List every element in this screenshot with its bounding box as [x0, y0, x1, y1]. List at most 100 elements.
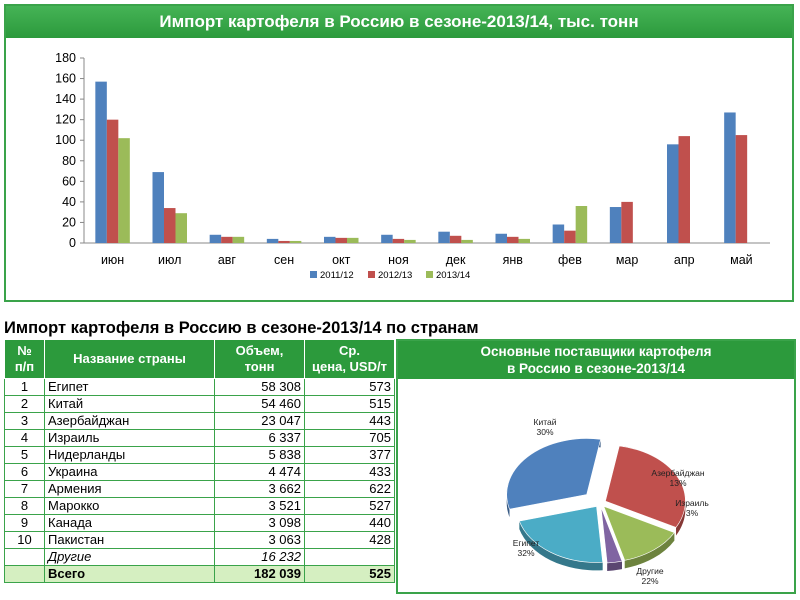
pie-label-pct: 13% — [669, 478, 686, 488]
pie-label-name: Азербайджан — [651, 468, 704, 478]
legend-swatch — [426, 271, 433, 278]
bar-2011/12-янв — [495, 233, 507, 243]
volume-cell: 6 337 — [214, 429, 305, 447]
row-number — [4, 548, 45, 566]
row-number: 8 — [4, 497, 45, 515]
price-cell — [304, 548, 395, 566]
bar-chart: 0 20 40 60 80 100 120 140 160 180 июн июл авг сен окт н… — [55, 51, 770, 281]
bar-2011/12-фев — [552, 224, 565, 243]
table-row: 1 Египет 58 308 573 — [4, 378, 395, 396]
col-header-volume: Объем, тонн — [214, 339, 305, 379]
table-row: 6 Украина 4 474 433 — [4, 463, 395, 481]
row-number: 3 — [4, 412, 45, 430]
legend-swatch — [368, 271, 375, 278]
table-row: 8 Марокко 3 521 527 — [4, 497, 395, 515]
bar-2013/14-янв — [518, 238, 530, 243]
price-cell: 433 — [304, 463, 395, 481]
pie-slice-side — [519, 521, 603, 571]
pie-label-name: Другие — [636, 566, 663, 576]
bar-2011/12-дек — [438, 231, 450, 243]
import-chart-panel: Импорт картофеля в Россию в сезоне-2013/… — [4, 4, 794, 302]
bar-2011/12-авг — [209, 234, 222, 243]
x-tick-label: фев — [558, 253, 582, 267]
pie-slice-Другие — [518, 506, 604, 563]
country-name: Украина — [44, 463, 215, 481]
table-row: 7 Армения 3 662 622 — [4, 480, 395, 498]
bar-2011/12-сен — [266, 238, 279, 243]
bar-2012/13-сен — [278, 240, 290, 243]
bar-2013/14-июн — [118, 138, 130, 243]
row-number: 1 — [4, 378, 45, 396]
bar-2012/13-май — [735, 135, 748, 243]
legend-label: 2013/14 — [436, 270, 470, 281]
bar-2011/12-ноя — [381, 234, 393, 243]
supplier-table: № п/п Название страны Объем, тонн Ср. цена,… — [4, 339, 395, 583]
volume-cell: 4 474 — [214, 463, 305, 481]
bar-2013/14-сен — [289, 240, 302, 243]
col-header-country: Название страны — [44, 339, 215, 379]
row-number: 5 — [4, 446, 45, 464]
x-tick-label: окт — [332, 253, 351, 267]
bar-2012/13-фев — [564, 230, 576, 243]
pie-label-name: Израиль — [675, 498, 709, 508]
price-cell: 515 — [304, 395, 395, 413]
volume-cell: 3 662 — [214, 480, 305, 498]
row-number: 2 — [4, 395, 45, 413]
bar-2013/14-ноя — [404, 239, 416, 243]
pie-slice-Китай — [605, 445, 686, 528]
table-row: 2 Китай 54 460 515 — [4, 395, 395, 413]
table-row-total: Всего 182 039 525 — [4, 565, 395, 583]
pie-slice-Азербайджан — [603, 505, 675, 561]
price-cell: 705 — [304, 429, 395, 447]
chart-title: Импорт картофеля в Россию в сезоне-2013/… — [6, 6, 792, 38]
y-tick-label: 80 — [62, 154, 76, 168]
country-name: Канада — [44, 514, 215, 532]
legend-label: 2011/12 — [320, 270, 354, 281]
country-name: Другие — [44, 548, 215, 566]
volume-cell: 182 039 — [214, 565, 305, 583]
bar-2013/14-окт — [347, 237, 359, 243]
volume-cell: 3 063 — [214, 531, 305, 549]
price-cell: 428 — [304, 531, 395, 549]
x-tick-label: май — [730, 253, 753, 267]
price-cell: 527 — [304, 497, 395, 515]
row-number: 9 — [4, 514, 45, 532]
table-title: Импорт картофеля в Россию в сезоне-2013/… — [4, 319, 479, 337]
x-tick-label: авг — [218, 253, 237, 267]
y-tick-label: 100 — [55, 133, 76, 147]
bar-2012/13-янв — [507, 236, 519, 243]
row-number — [4, 565, 45, 583]
row-number: 10 — [4, 531, 45, 549]
bar-2011/12-апр — [667, 144, 679, 243]
pie-chart-title: Основные поставщики картофеля в Россию в … — [398, 341, 794, 379]
volume-cell: 5 838 — [214, 446, 305, 464]
y-tick-label: 180 — [55, 51, 76, 65]
x-tick-label: июл — [158, 253, 181, 267]
bar-2011/12-июл — [152, 172, 164, 243]
pie-label-name: Египет — [513, 538, 540, 548]
volume-cell: 3 521 — [214, 497, 305, 515]
y-tick-label: 0 — [69, 236, 76, 250]
pie-slice-Египет — [506, 438, 601, 510]
bar-2012/13-мар — [621, 201, 633, 243]
bar-2012/13-окт — [335, 237, 347, 243]
country-name: Азербайджан — [44, 412, 215, 430]
col-header-price: Ср. цена, USD/т — [304, 339, 395, 379]
table-row-other: Другие 16 232 — [4, 548, 395, 566]
volume-cell: 23 047 — [214, 412, 305, 430]
y-tick-label: 120 — [55, 113, 76, 127]
x-tick-label: мар — [616, 253, 639, 267]
bar-2011/12-май — [724, 112, 736, 243]
pie-label-pct: 3% — [686, 508, 699, 518]
pie-label-pct: 22% — [641, 576, 658, 586]
bar-2012/13-июл — [164, 208, 176, 243]
y-tick-label: 160 — [55, 72, 76, 86]
x-tick-label: июн — [101, 253, 124, 267]
pie-slice-Израиль — [600, 507, 623, 564]
x-tick-label: янв — [503, 253, 524, 267]
country-name: Всего — [44, 565, 215, 583]
x-tick-label: ноя — [388, 253, 409, 267]
x-tick-label: дек — [446, 253, 466, 267]
y-tick-label: 140 — [55, 92, 76, 106]
